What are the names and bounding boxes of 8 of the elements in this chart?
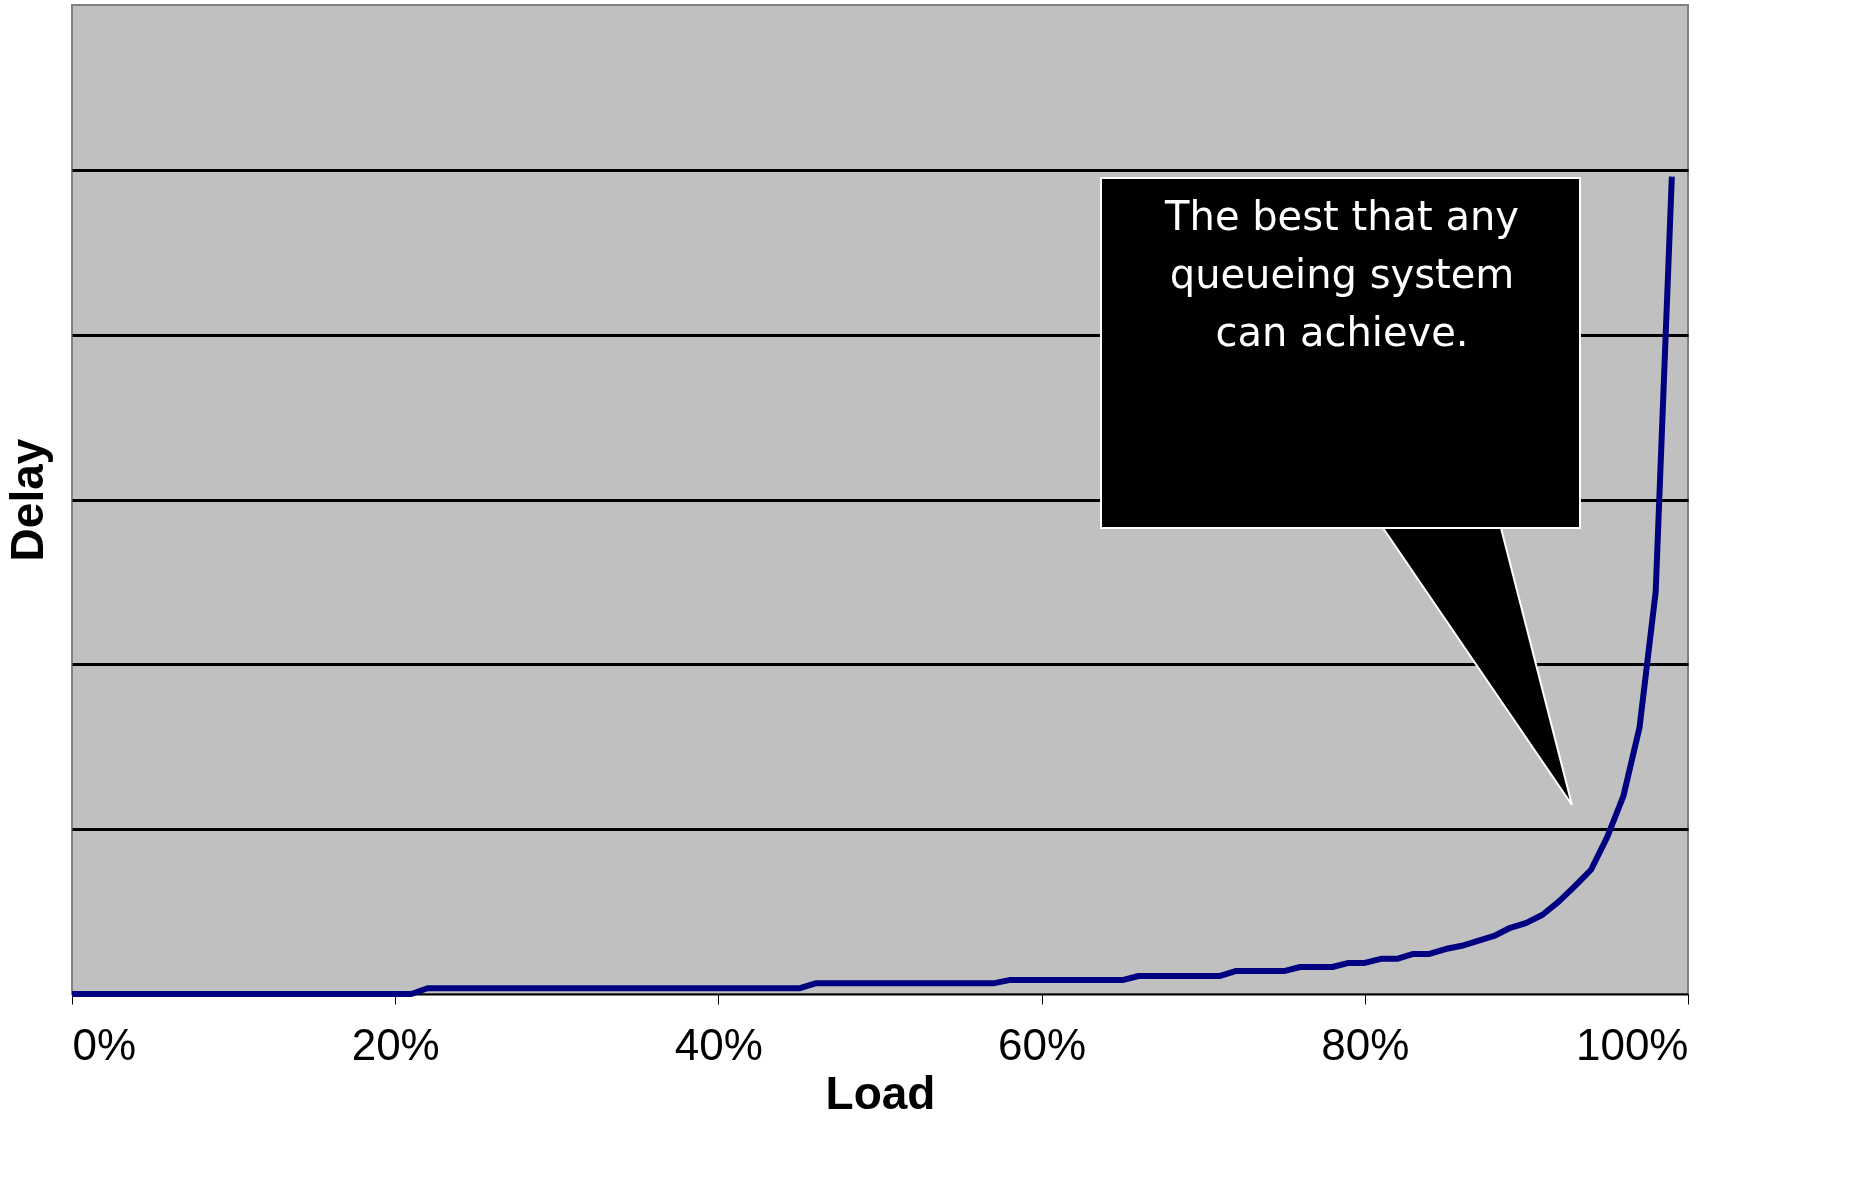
x-tick-label: 60% xyxy=(998,1019,1087,1069)
x-tick-label: 0% xyxy=(72,1019,137,1069)
x-tick-label: 80% xyxy=(1321,1019,1410,1069)
x-tick-label: 40% xyxy=(674,1019,763,1069)
x-axis-title: Load xyxy=(825,1066,936,1119)
y-axis-title: Delay xyxy=(0,438,53,562)
x-tick-label: 20% xyxy=(351,1019,440,1069)
x-tick-label: 100% xyxy=(1575,1019,1689,1069)
